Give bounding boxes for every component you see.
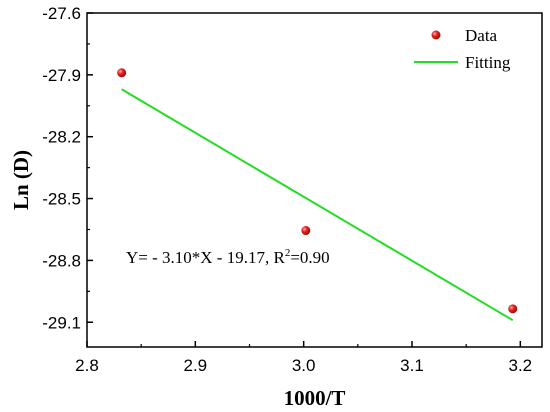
y-axis-label: Ln (D) [9, 150, 33, 210]
y-tick-label: -29.1 [42, 313, 81, 332]
fitting-line [121, 88, 514, 322]
fit-equation-annotation: Y= - 3.10*X - 19.17, R2=0.90 [126, 247, 330, 267]
data-point [301, 226, 311, 236]
legend-fitting-label: Fitting [465, 53, 511, 72]
data-point [508, 304, 518, 314]
y-tick-label: -28.2 [42, 128, 81, 147]
plot-frame [86, 12, 543, 348]
legend-data-marker [431, 30, 441, 40]
x-tick-label: 3.1 [400, 356, 424, 375]
fit-equation-tail: =0.90 [290, 248, 329, 267]
legend-data-label: Data [465, 26, 498, 45]
x-tick-label: 3.2 [509, 356, 533, 375]
y-tick-label: -27.6 [42, 4, 81, 23]
series-layer [117, 68, 518, 322]
x-axis-label: 1000/T [284, 386, 346, 410]
y-axis-ticks: -27.6 -27.9 -28.2 -28.5 -28.8 -29.1 [42, 4, 93, 332]
x-axis-ticks: 2.8 2.9 3.0 3.1 3.2 [75, 341, 532, 375]
y-tick-label: -28.5 [42, 190, 81, 209]
legend-data-point [431, 30, 441, 40]
data-point [117, 68, 127, 78]
x-tick-label: 3.0 [292, 356, 316, 375]
x-tick-label: 2.9 [184, 356, 208, 375]
r-squared-superscript: 2 [285, 247, 291, 259]
x-tick-label: 2.8 [75, 356, 99, 375]
y-tick-label: -28.8 [42, 251, 81, 270]
fit-equation-main: Y= - 3.10*X - 19.17, R [126, 248, 285, 267]
y-tick-label: -27.9 [42, 66, 81, 85]
legend: Data Fitting [414, 26, 511, 72]
